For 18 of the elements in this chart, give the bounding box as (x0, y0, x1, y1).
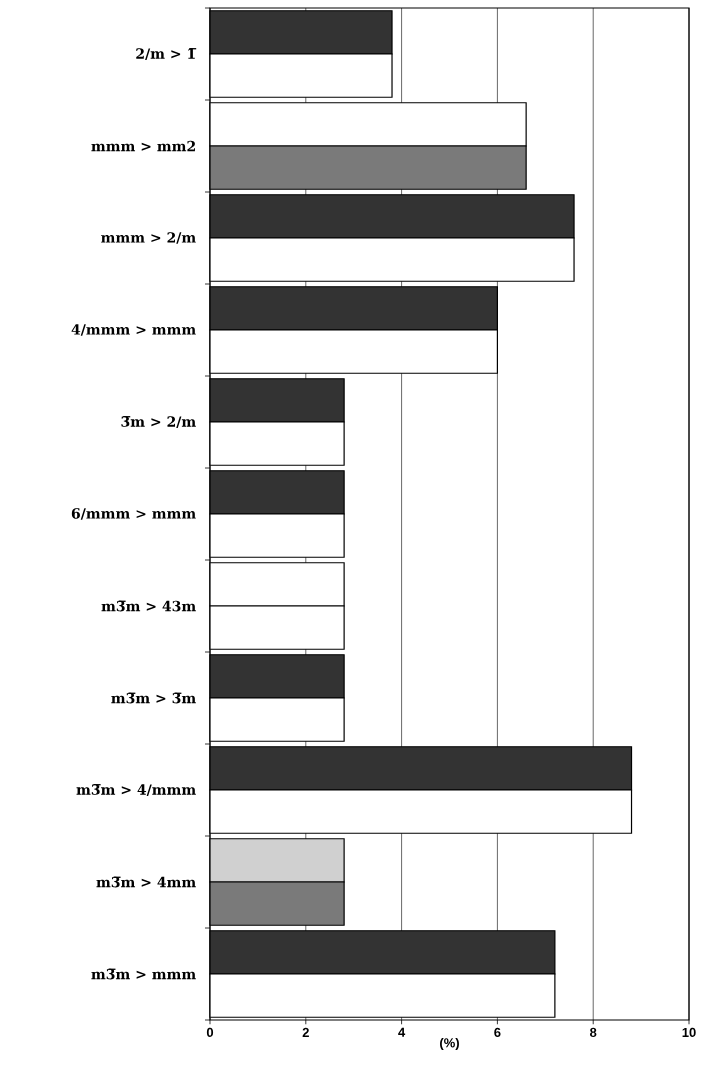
x-tick-label: 10 (682, 1027, 696, 1038)
y-tick-label: m3̅m > 43m (101, 600, 196, 612)
x-tick-label: 2 (302, 1027, 309, 1037)
y-tick-label: m3̅m > 3̅m (111, 692, 196, 704)
y-tick-label: 3̅m > 2/m (121, 416, 196, 428)
y-tick-label: m3̅m > mmm (91, 968, 196, 980)
x-tick-label: 0 (206, 1027, 214, 1038)
x-axis-title: (%) (440, 1037, 459, 1050)
y-tick-label: 6/mmm > mmm (71, 508, 196, 520)
x-tick-label: 8 (589, 1027, 597, 1038)
y-tick-label: 4/mmm > mmm (71, 324, 196, 336)
x-tick-label: 6 (494, 1027, 501, 1038)
y-tick-label: m3̅m > 4mm (96, 876, 196, 888)
y-tick-label: mmm > 2/m (101, 232, 196, 244)
y-tick-label: mmm > mm2 (91, 140, 195, 152)
y-tick-label: m3̅m > 4/mmm (76, 784, 196, 796)
y-tick-label: 2/m > 1̅ (136, 48, 197, 60)
x-tick-label: 4 (398, 1027, 406, 1037)
